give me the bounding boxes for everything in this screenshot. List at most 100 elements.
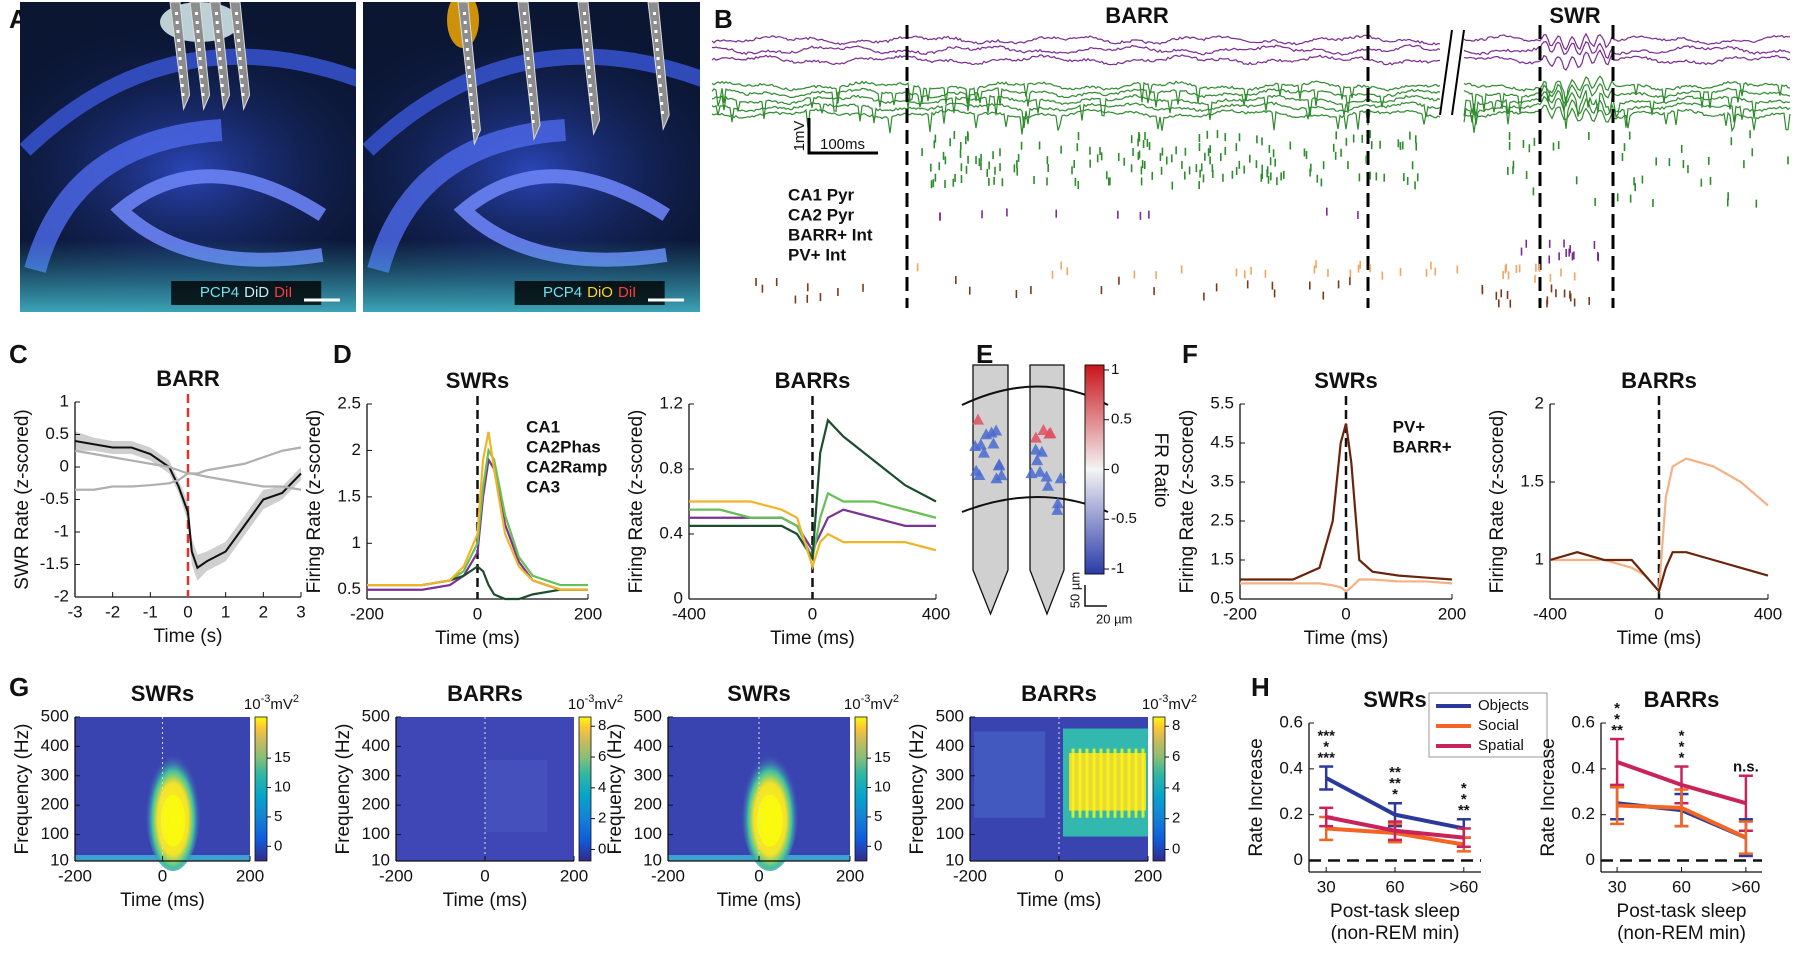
- x-tick-label: 1: [221, 602, 230, 621]
- y-axis-label: Frequency (Hz): [605, 724, 626, 855]
- significance: **: [1611, 722, 1623, 739]
- x-axis-label: Time (ms): [1304, 628, 1389, 649]
- y-tick-label: 200: [41, 795, 69, 814]
- unit-marker: [1029, 431, 1042, 443]
- heatmap-haze: [485, 760, 548, 833]
- y-tick-label: 500: [41, 706, 69, 725]
- series-line: [367, 431, 588, 591]
- legend-label: Objects: [1478, 697, 1529, 714]
- colorbar: [854, 716, 868, 862]
- y-tick-label: 1: [1535, 549, 1544, 568]
- heatmap-core: [757, 794, 783, 847]
- probe-site: [237, 48, 241, 51]
- probe-site: [523, 21, 527, 24]
- probe-site: [654, 30, 658, 33]
- y-tick-label: 2.5: [1210, 510, 1234, 529]
- y-axis-label: Firing Rate (z-scored): [1487, 410, 1508, 594]
- stain-name: DiI: [274, 284, 292, 301]
- x-tick-label: 0: [808, 604, 817, 623]
- probe-site: [177, 48, 181, 51]
- colorbar-tick-label: 4: [1172, 779, 1180, 796]
- colorbar-label: FR Ratio: [1150, 433, 1171, 508]
- probe-site: [175, 21, 179, 24]
- probe-shank: [189, 2, 211, 111]
- probe-site: [657, 66, 661, 69]
- unit-part: 2: [1191, 693, 1197, 705]
- probe-outline: [972, 364, 1009, 616]
- stain-name: PCP4: [200, 284, 239, 301]
- probe-site: [465, 48, 469, 51]
- colorbar-unit: 10-3mV2: [244, 693, 299, 713]
- colorbar-tick-label: 6: [1172, 748, 1180, 765]
- legend-label: PV+: [1393, 417, 1426, 436]
- y-tick-label: 5.5: [1210, 393, 1234, 412]
- colorbar-tick-label: 0: [1111, 460, 1119, 477]
- significance: *: [1323, 739, 1329, 756]
- y-tick-label: 3.5: [1210, 471, 1234, 490]
- probe-site: [652, 12, 656, 15]
- chart-title: SWRs: [131, 681, 195, 706]
- y-tick-label: 10: [371, 850, 390, 869]
- x-tick-label: 200: [560, 866, 588, 885]
- chart-title: SWRs: [1314, 368, 1378, 393]
- y-axis-label: Frequency (Hz): [333, 724, 354, 855]
- probe-site: [528, 75, 531, 78]
- colorbar-tick-label: 0.5: [1111, 411, 1132, 428]
- lfp-trace: [711, 82, 1791, 114]
- unit-marker: [972, 413, 985, 425]
- y-axis-label: Frequency (Hz): [907, 724, 928, 855]
- series-line: [689, 418, 937, 562]
- y-tick-label: 0.5: [1210, 588, 1234, 607]
- y-tick-label: 10: [643, 850, 662, 869]
- unit-part: mV: [1168, 696, 1191, 713]
- stain-label-bg: [514, 281, 665, 305]
- colorbar-tick-label: 0: [274, 837, 282, 854]
- x-tick-label: 30: [1608, 877, 1627, 896]
- probe-site: [468, 84, 472, 87]
- colorbar-tick-label: 5: [874, 808, 882, 825]
- x-tick-label: -3: [67, 602, 82, 621]
- probe-site: [239, 66, 243, 69]
- probe-site: [530, 102, 534, 105]
- y-axis-label: Rate Increase: [1538, 738, 1559, 856]
- colorbar: [1084, 364, 1105, 575]
- y-tick-label: 0: [674, 588, 683, 607]
- probe-shank: [209, 2, 231, 111]
- y-tick-label: 200: [362, 795, 390, 814]
- x-axis-label: Post-task sleep: [1330, 901, 1460, 922]
- x-axis-label: Time (ms): [1017, 890, 1102, 911]
- unit-part: 10: [244, 696, 261, 713]
- x-tick-label: 200: [836, 866, 864, 885]
- significance: *: [1679, 750, 1685, 767]
- probe-site: [196, 30, 200, 33]
- colorbar-tick-label: 0: [1172, 840, 1180, 857]
- probe-site: [656, 57, 660, 60]
- unit-part: 10: [568, 696, 585, 713]
- y-tick-label: 1: [352, 533, 361, 552]
- probe-site: [527, 66, 531, 69]
- probe-site: [217, 48, 221, 51]
- unit-marker: [990, 424, 1003, 436]
- unit-part: mV: [870, 696, 893, 713]
- y-tick-label: 100: [634, 824, 662, 843]
- probe-site: [465, 39, 469, 42]
- probe-site: [587, 66, 591, 69]
- heatmap-region: [974, 731, 1046, 818]
- probe-site: [659, 93, 663, 96]
- significance: **: [1389, 764, 1401, 781]
- colorbar-tick-label: 1: [1111, 361, 1119, 378]
- y-tick-label: -0.5: [40, 489, 69, 508]
- colorbar-tick-label: 2: [598, 810, 606, 827]
- legend-label: CA2 Pyr: [788, 205, 855, 224]
- x-tick-label: -200: [379, 866, 413, 885]
- probe-site: [217, 39, 221, 42]
- significance: n.s.: [1733, 759, 1759, 776]
- probe-site: [220, 84, 224, 87]
- scale-bar: [1084, 585, 1107, 607]
- lfp-trace: [711, 49, 1791, 71]
- x-tick-label: -200: [1223, 604, 1257, 623]
- y-tick-label: 1: [60, 391, 69, 410]
- x-tick-label: 0: [1054, 866, 1063, 885]
- unit-marker: [1051, 497, 1064, 509]
- y-tick-label: 300: [936, 765, 964, 784]
